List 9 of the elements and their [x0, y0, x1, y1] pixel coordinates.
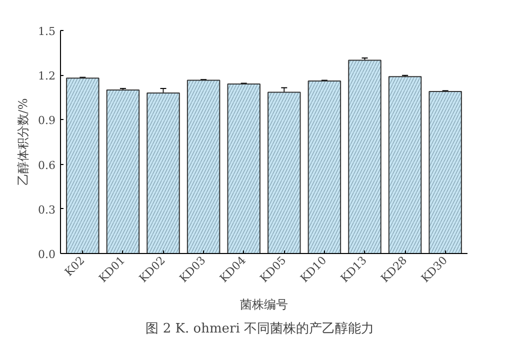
y-tick-label: 0.0	[38, 248, 56, 261]
y-tick-label: 0.3	[38, 203, 56, 216]
x-axis-title: 菌株编号	[240, 298, 288, 312]
text: 图 2 K. ohmeri 不同菌株的产乙醇能力	[146, 322, 374, 336]
y-tick-label: 1.2	[38, 70, 56, 83]
y-tick-label: 0.6	[38, 158, 56, 172]
y-tick-label: 1.5	[38, 25, 56, 38]
y-tick-label: 0.9	[38, 114, 56, 128]
y-axis-title: 乙醇体积分数/%	[16, 98, 30, 186]
